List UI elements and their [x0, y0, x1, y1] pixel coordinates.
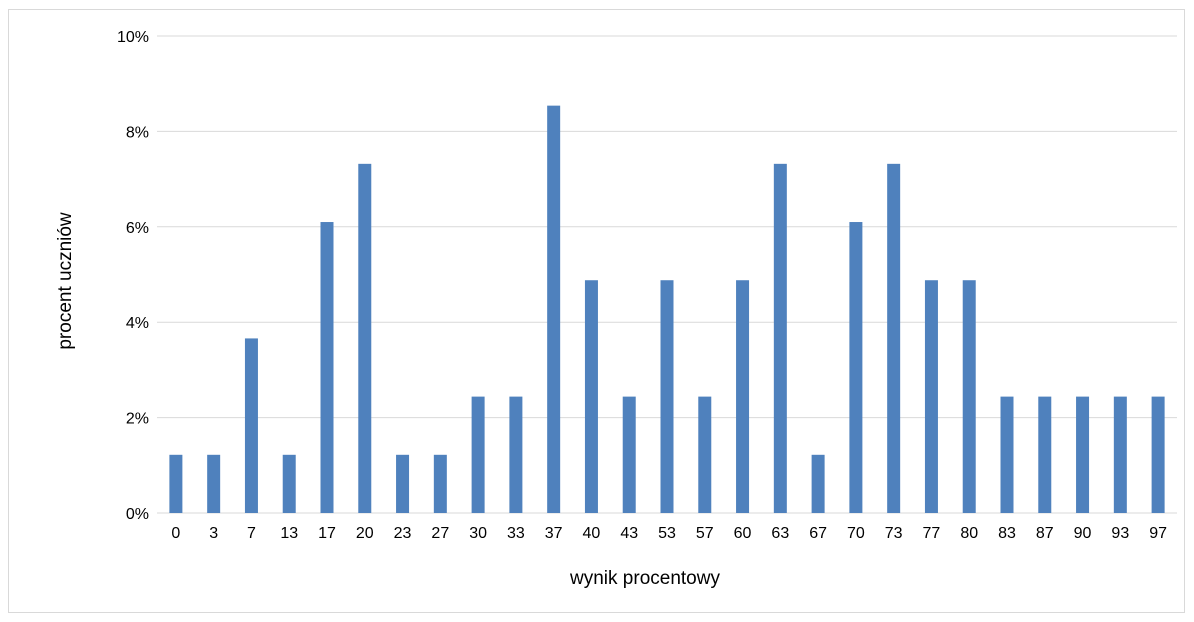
bar: [962, 280, 976, 513]
bar: [358, 163, 372, 513]
x-tick-label: 57: [696, 525, 714, 542]
bar: [622, 396, 636, 513]
bar: [1038, 396, 1052, 513]
bar: [887, 163, 901, 513]
y-tick-label: 2%: [126, 411, 149, 428]
x-tick-label: 37: [545, 525, 563, 542]
bar: [1113, 396, 1127, 513]
x-tick-label: 73: [885, 525, 903, 542]
bars: [169, 105, 1165, 513]
bar: [471, 396, 485, 513]
x-tick-label: 93: [1111, 525, 1129, 542]
x-tick-label: 53: [658, 525, 676, 542]
x-tick-label: 27: [431, 525, 449, 542]
bar: [509, 396, 523, 513]
bar: [320, 222, 334, 513]
x-tick-label: 23: [394, 525, 412, 542]
x-tick-label: 20: [356, 525, 374, 542]
x-tick-label: 90: [1074, 525, 1092, 542]
bar: [396, 454, 410, 513]
x-tick-label: 83: [998, 525, 1016, 542]
bar: [433, 454, 447, 513]
y-tick-label: 6%: [126, 220, 149, 237]
x-tick-label: 97: [1149, 525, 1167, 542]
bar: [924, 280, 938, 513]
y-tick-label: 0%: [126, 506, 149, 523]
x-tick-label: 67: [809, 525, 827, 542]
x-tick-label: 33: [507, 525, 525, 542]
y-axis-title: procent uczniów: [55, 212, 76, 350]
bar: [698, 396, 712, 513]
x-tick-label: 3: [209, 525, 218, 542]
bar: [244, 338, 258, 513]
bar: [169, 454, 183, 513]
y-tick-label: 4%: [126, 315, 149, 332]
x-tick-label: 77: [923, 525, 941, 542]
y-axis-tick-labels: 0% 2% 4% 6% 8% 10%: [117, 29, 149, 523]
x-tick-label: 17: [318, 525, 336, 542]
x-tick-label: 30: [469, 525, 487, 542]
bar: [1151, 396, 1165, 513]
y-tick-label: 8%: [126, 124, 149, 141]
x-tick-label: 40: [583, 525, 601, 542]
x-tick-label: 0: [171, 525, 180, 542]
bar: [660, 280, 674, 513]
bar: [811, 454, 825, 513]
x-tick-label: 80: [960, 525, 978, 542]
bar: [207, 454, 221, 513]
x-axis-tick-labels: 0 3 7 13 17 20 23 27 30 33 37 40 43 53 57 60 63 67 70 73 77 8…: [171, 525, 1167, 542]
x-tick-label: 63: [771, 525, 789, 542]
bar: [584, 280, 598, 513]
bar: [282, 454, 296, 513]
bar: [736, 280, 750, 513]
x-tick-label: 7: [247, 525, 256, 542]
x-tick-label: 87: [1036, 525, 1054, 542]
bar: [547, 105, 561, 513]
x-tick-label: 60: [734, 525, 752, 542]
y-tick-label: 10%: [117, 29, 149, 46]
x-axis-title: wynik procentowy: [569, 568, 720, 589]
bar: [773, 163, 787, 513]
bar: [1076, 396, 1090, 513]
bar: [849, 222, 863, 513]
bar: [1000, 396, 1014, 513]
x-tick-label: 70: [847, 525, 865, 542]
x-tick-label: 13: [280, 525, 298, 542]
x-tick-label: 43: [620, 525, 638, 542]
